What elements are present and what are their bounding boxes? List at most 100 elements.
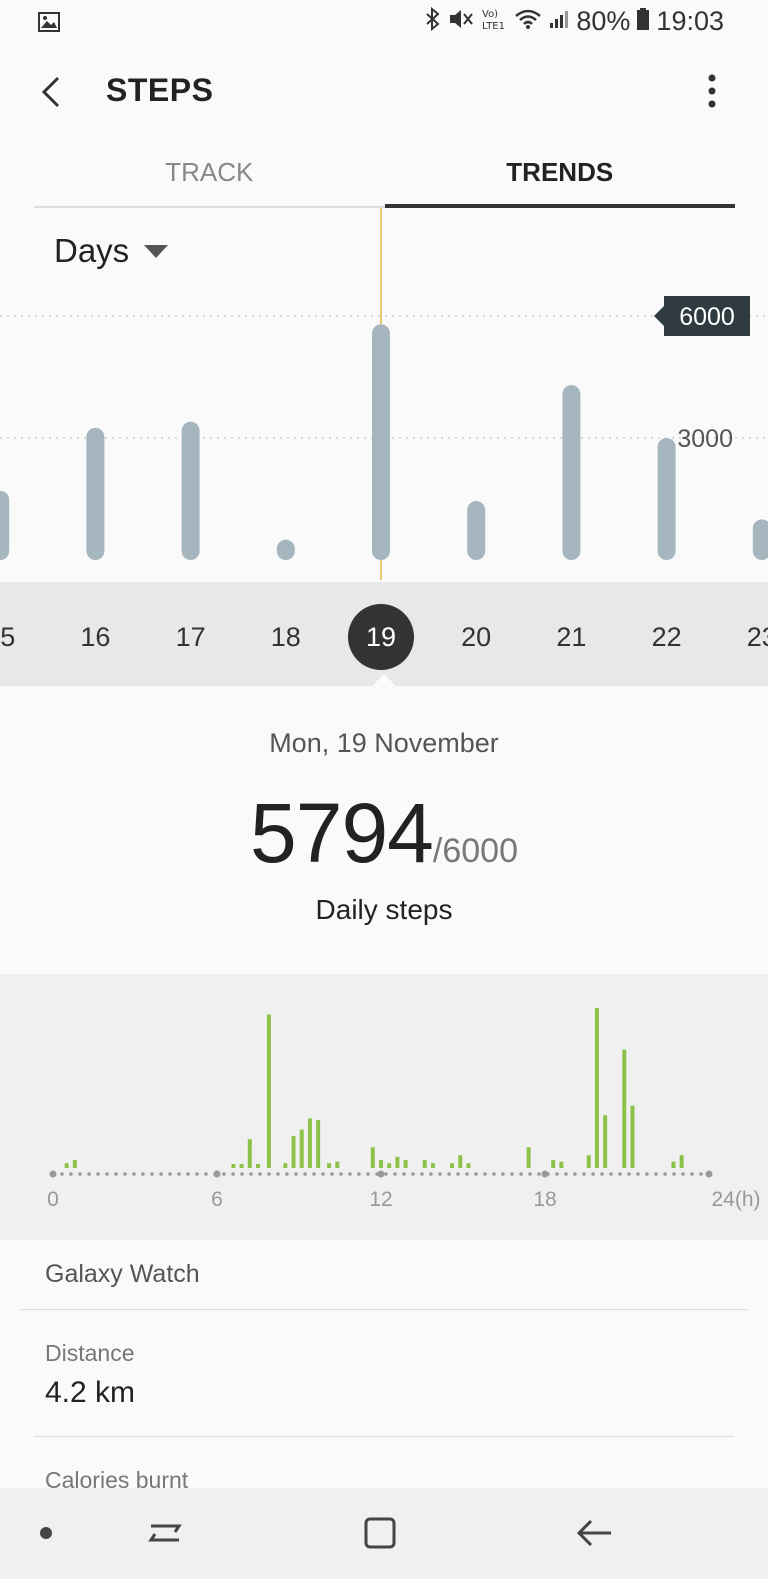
back-arrow-icon[interactable] bbox=[32, 64, 72, 120]
nav-bar bbox=[0, 1488, 768, 1579]
selection-pointer bbox=[372, 674, 396, 686]
hourly-bar bbox=[466, 1163, 471, 1168]
axis-dot bbox=[474, 1172, 478, 1176]
bar-day-16[interactable] bbox=[86, 427, 105, 560]
hourly-bar bbox=[526, 1147, 531, 1168]
axis-dot bbox=[258, 1172, 262, 1176]
tab-trends[interactable]: TRENDS bbox=[384, 142, 735, 208]
axis-dot bbox=[501, 1172, 505, 1176]
hourly-bar bbox=[327, 1163, 332, 1168]
bar-day-23[interactable] bbox=[752, 519, 768, 560]
axis-dot bbox=[699, 1172, 703, 1176]
date-item[interactable]: 20 bbox=[461, 622, 492, 652]
axis-dot bbox=[582, 1172, 586, 1176]
dot-icon[interactable] bbox=[16, 1508, 76, 1558]
bar-day-19[interactable] bbox=[372, 324, 390, 560]
axis-dot bbox=[429, 1172, 433, 1176]
hourly-bar bbox=[594, 1008, 599, 1168]
hourly-bar bbox=[551, 1160, 556, 1168]
date-item[interactable]: 21 bbox=[556, 622, 587, 652]
x-tick-label: 18 bbox=[533, 1188, 556, 1211]
axis-dot bbox=[195, 1172, 199, 1176]
date-item[interactable]: 15 bbox=[0, 622, 16, 652]
axis-tick bbox=[213, 1170, 221, 1178]
divider bbox=[20, 1309, 748, 1310]
axis-dot bbox=[411, 1172, 415, 1176]
date-item[interactable]: 16 bbox=[80, 622, 111, 652]
status-icons: Vo) LTE1 80% 19:03 bbox=[424, 6, 724, 37]
axis-dot bbox=[447, 1172, 451, 1176]
signal-icon bbox=[548, 8, 570, 36]
bar-day-15[interactable] bbox=[0, 490, 10, 560]
axis-dot bbox=[123, 1172, 127, 1176]
divider bbox=[34, 1436, 734, 1437]
hourly-bar bbox=[231, 1164, 236, 1168]
recent-apps-icon[interactable] bbox=[135, 1508, 195, 1558]
wifi-icon bbox=[514, 8, 542, 36]
hourly-bar bbox=[72, 1160, 77, 1168]
status-bar: Vo) LTE1 80% 19:03 bbox=[0, 0, 768, 46]
daily-steps-chart[interactable]: 6000 3000 bbox=[0, 208, 768, 580]
svg-text:Vo): Vo) bbox=[482, 9, 498, 20]
axis-dot bbox=[492, 1172, 496, 1176]
axis-dot bbox=[609, 1172, 613, 1176]
hourly-bar bbox=[299, 1129, 304, 1168]
date-item-selected[interactable]: 19 bbox=[348, 604, 414, 670]
date-item[interactable]: 23 bbox=[746, 622, 768, 652]
y-tick-label: 3000 bbox=[677, 425, 733, 453]
date-item[interactable]: 17 bbox=[175, 622, 206, 652]
steps-summary: 5794/6000 bbox=[0, 785, 768, 882]
hourly-bar bbox=[671, 1161, 676, 1168]
date-item[interactable]: 18 bbox=[270, 622, 301, 652]
axis-dot bbox=[357, 1172, 361, 1176]
hourly-bar bbox=[450, 1163, 455, 1168]
hourly-bar bbox=[247, 1139, 252, 1168]
date-strip[interactable]: 15 16 17 18 19 20 21 22 23 bbox=[0, 582, 768, 686]
bar-day-20[interactable] bbox=[467, 501, 486, 560]
hourly-bar bbox=[266, 1014, 271, 1168]
bar-day-22[interactable] bbox=[657, 438, 676, 560]
goal-tag bbox=[654, 296, 750, 336]
more-vert-icon[interactable] bbox=[700, 66, 724, 116]
axis-dot bbox=[537, 1172, 541, 1176]
tab-track[interactable]: TRACK bbox=[34, 142, 385, 208]
axis-dot bbox=[150, 1172, 154, 1176]
axis-dot bbox=[690, 1172, 694, 1176]
axis-dot bbox=[69, 1172, 73, 1176]
tab-bar: TRACK TRENDS bbox=[34, 142, 735, 208]
range-dropdown[interactable]: Days bbox=[54, 232, 169, 270]
selected-date: Mon, 19 November bbox=[269, 728, 499, 758]
axis-dot bbox=[330, 1172, 334, 1176]
axis-dot bbox=[627, 1172, 631, 1176]
gallery-icon bbox=[38, 12, 60, 37]
axis-dot bbox=[591, 1172, 595, 1176]
back-icon[interactable] bbox=[565, 1508, 625, 1558]
axis-dot bbox=[249, 1172, 253, 1176]
axis-dot bbox=[366, 1172, 370, 1176]
axis-dot bbox=[573, 1172, 577, 1176]
axis-dot bbox=[312, 1172, 316, 1176]
axis-dot bbox=[654, 1172, 658, 1176]
bar-day-17[interactable] bbox=[181, 421, 200, 560]
date-item[interactable]: 22 bbox=[651, 622, 682, 652]
axis-tick bbox=[49, 1170, 57, 1178]
home-icon[interactable] bbox=[350, 1508, 410, 1558]
daily-steps-label: Daily steps bbox=[315, 894, 453, 925]
hourly-bar bbox=[307, 1118, 312, 1168]
axis-tick bbox=[377, 1170, 385, 1178]
axis-dot bbox=[276, 1172, 280, 1176]
hourly-bar bbox=[256, 1164, 260, 1168]
axis-dot bbox=[645, 1172, 649, 1176]
bar-day-18[interactable] bbox=[276, 539, 295, 560]
hourly-bar bbox=[403, 1160, 408, 1168]
hourly-bar bbox=[316, 1120, 321, 1168]
x-tick-label: 12 bbox=[369, 1188, 392, 1211]
axis-dot bbox=[528, 1172, 532, 1176]
hourly-bar bbox=[679, 1155, 684, 1168]
battery-icon bbox=[636, 7, 650, 37]
mute-icon bbox=[448, 8, 474, 36]
axis-dot bbox=[618, 1172, 622, 1176]
axis-dot bbox=[564, 1172, 568, 1176]
x-tick-label: 24(h) bbox=[711, 1188, 760, 1211]
bar-day-21[interactable] bbox=[562, 385, 581, 560]
